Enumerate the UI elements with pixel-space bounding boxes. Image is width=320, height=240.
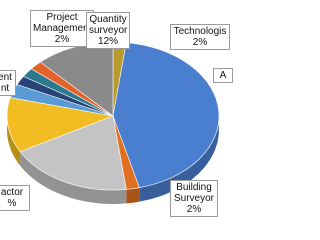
value-label: 12% xyxy=(97,36,118,47)
slice-side xyxy=(20,151,127,204)
page: {"chart_data": {"type": "pie3d", "catego… xyxy=(0,10,233,217)
category-name: ent nt xyxy=(0,72,12,94)
slice-label: Project Management 2% xyxy=(30,10,94,47)
slice-label: Quantity surveyor 12% xyxy=(86,12,130,49)
slice-label: ent nt xyxy=(0,70,16,96)
slice-side xyxy=(126,187,140,204)
slice-label: Building Surveyor 2% xyxy=(170,180,218,217)
category-name: actor xyxy=(0,187,24,198)
category-name: A xyxy=(219,70,227,81)
slice-label: A xyxy=(213,68,233,83)
slice-side xyxy=(7,97,21,166)
slice-label: actor% xyxy=(0,185,30,211)
slice xyxy=(112,42,220,189)
chart xyxy=(6,41,220,204)
value-label: % xyxy=(7,198,17,209)
category-name: Building Surveyor xyxy=(173,182,214,204)
category-name: Project Management xyxy=(33,12,92,34)
slice-label: Technologis 2% xyxy=(170,24,230,50)
category-name: Technologis xyxy=(173,26,227,37)
slice xyxy=(19,115,127,191)
value-label: 2% xyxy=(186,204,202,215)
slice xyxy=(6,97,115,153)
value-label: 2% xyxy=(192,37,208,48)
value-label: 2% xyxy=(54,34,70,45)
category-name: Quantity surveyor xyxy=(89,14,128,36)
